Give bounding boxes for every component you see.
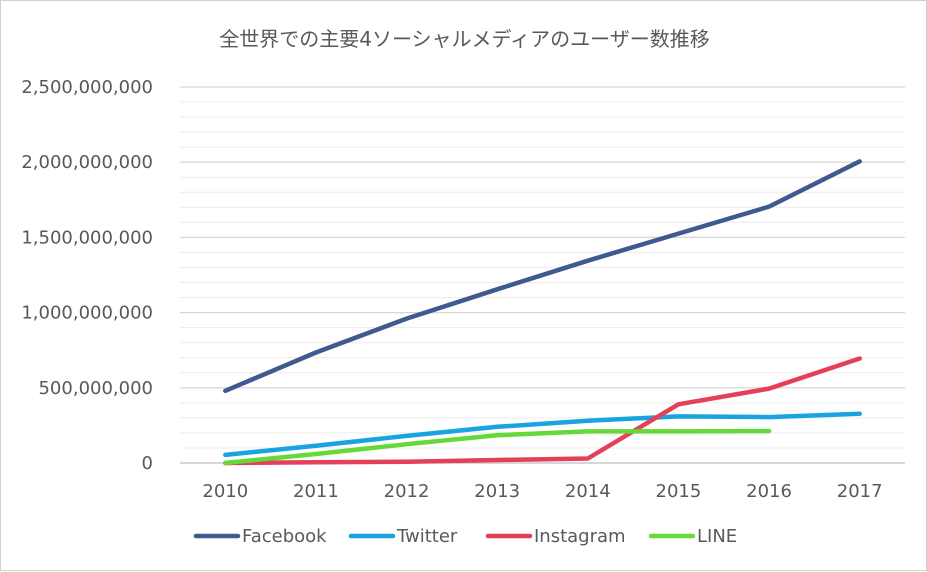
x-tick-label: 2017 xyxy=(837,481,883,502)
x-tick-label: 2016 xyxy=(746,481,792,502)
series-line-twitter xyxy=(223,411,862,458)
y-tick-label: 1,000,000,000 xyxy=(21,303,153,324)
y-tick-label: 0 xyxy=(142,453,153,474)
legend: Facebook Twitter Instagram LINE xyxy=(193,526,737,547)
x-tick-label: 2011 xyxy=(293,481,339,502)
legend-label-instagram: Instagram xyxy=(534,526,626,547)
x-axis-ticks: 2010 2011 2012 2013 2014 2015 2016 2017 xyxy=(202,481,882,502)
x-tick-label: 2010 xyxy=(202,481,248,502)
x-tick-label: 2014 xyxy=(565,481,611,502)
series-lines xyxy=(223,159,862,466)
series-line-facebook xyxy=(223,159,862,394)
gridlines xyxy=(180,86,905,464)
series-line-instagram xyxy=(223,356,862,466)
legend-label-line: LINE xyxy=(697,526,737,547)
chart-title: 全世界での主要4ソーシャルメディアのユーザー数推移 xyxy=(219,27,710,51)
x-tick-label: 2013 xyxy=(474,481,520,502)
y-tick-label: 500,000,000 xyxy=(38,378,153,399)
y-tick-label: 1,500,000,000 xyxy=(21,227,153,248)
legend-label-twitter: Twitter xyxy=(396,526,458,547)
y-axis-ticks: 0 500,000,000 1,000,000,000 1,500,000,000 2,… xyxy=(21,77,153,474)
legend-label-facebook: Facebook xyxy=(242,526,327,547)
y-tick-label: 2,500,000,000 xyxy=(21,77,153,98)
x-tick-label: 2015 xyxy=(656,481,702,502)
x-tick-label: 2012 xyxy=(384,481,430,502)
y-tick-label: 2,000,000,000 xyxy=(21,152,153,173)
series-line-line xyxy=(223,428,772,466)
